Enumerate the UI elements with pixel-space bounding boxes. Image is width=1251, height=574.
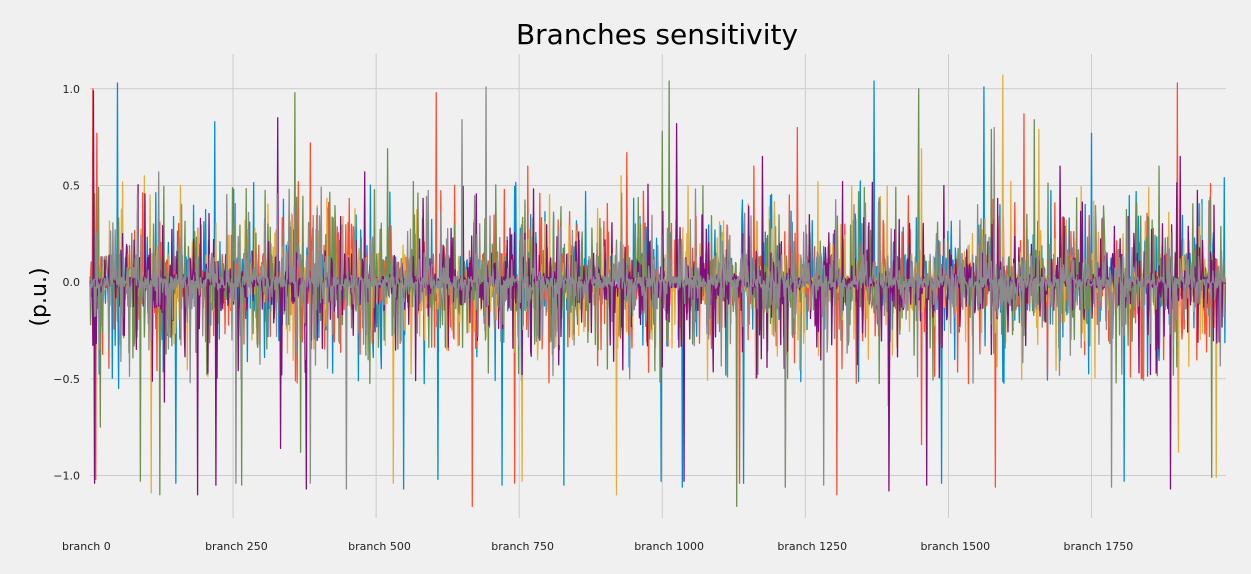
y-axis-label: (p.u.): [27, 267, 52, 326]
x-tick-label: branch 1000: [634, 540, 704, 553]
x-tick-label: branch 0: [62, 540, 111, 553]
y-tick-label: −1.0: [53, 469, 80, 482]
y-tick-label: 1.0: [63, 83, 81, 96]
y-tick-label: 0.0: [63, 276, 81, 289]
plot-area: [89, 74, 1227, 508]
y-tick-label: 0.5: [63, 179, 81, 192]
x-tick-label: branch 1500: [920, 540, 990, 553]
y-axis-ticks: −1.0 −0.5 0.0 0.5 1.0: [53, 83, 80, 483]
series-line-6: [89, 86, 1227, 490]
y-tick-label: −0.5: [53, 373, 80, 386]
x-tick-label: branch 1750: [1064, 540, 1134, 553]
chart-title: Branches sensitivity: [516, 18, 798, 51]
x-tick-label: branch 250: [205, 540, 268, 553]
x-tick-label: branch 750: [491, 540, 554, 553]
x-tick-label: branch 500: [348, 540, 411, 553]
x-tick-label: branch 1250: [777, 540, 847, 553]
x-axis-ticks: branch 0 branch 250 branch 500 branch 750 br…: [62, 540, 1133, 553]
